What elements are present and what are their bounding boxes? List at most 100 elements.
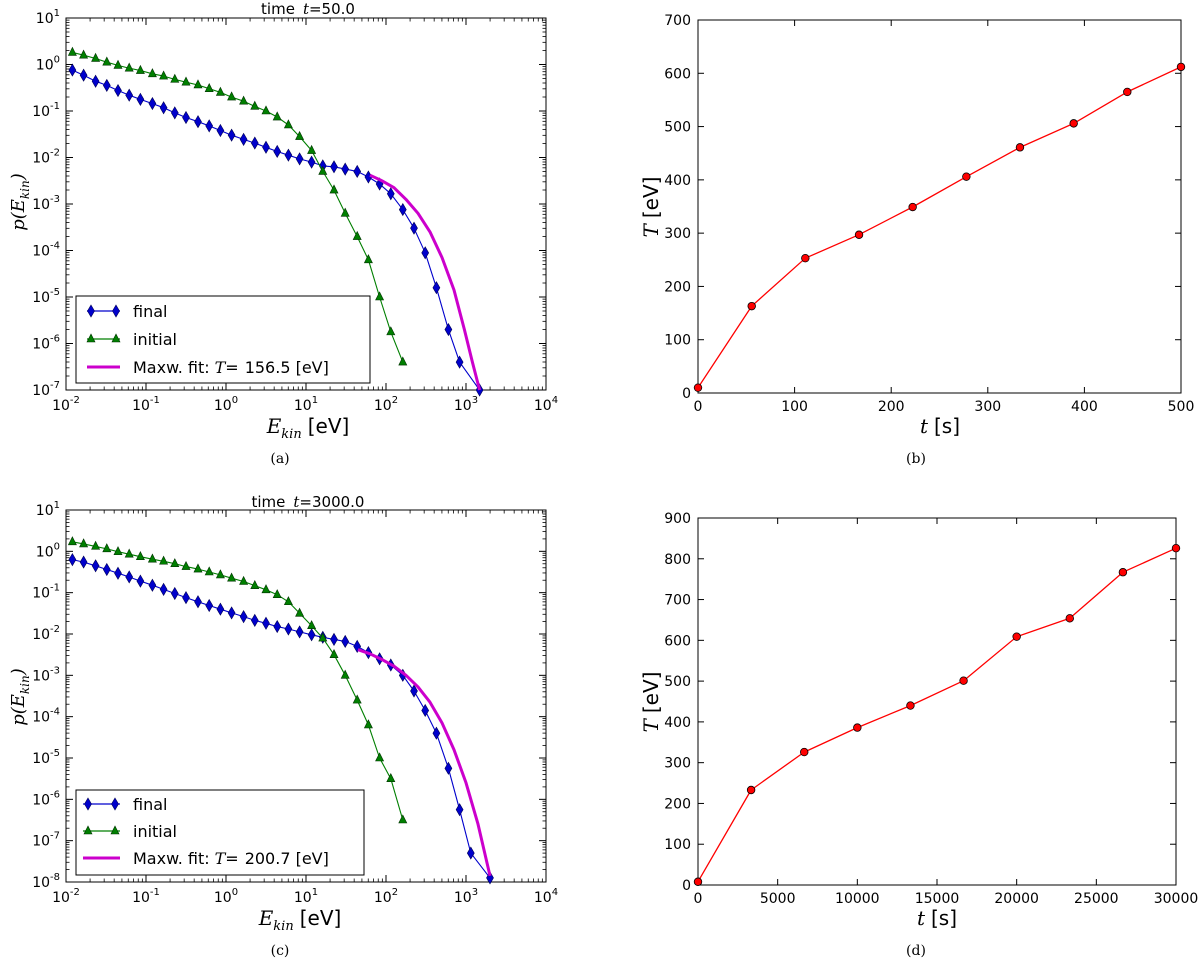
panel-c-legend-fit-eq: = bbox=[225, 849, 238, 868]
panel-b-ytick-label: 500 bbox=[664, 120, 691, 136]
panel-a-initial-marker bbox=[318, 165, 328, 175]
panel-c-ytick-label: 10-8 bbox=[32, 872, 60, 891]
panel-a-initial-marker bbox=[170, 73, 180, 83]
panel-a-ytick-label: 100 bbox=[36, 55, 60, 74]
panel-c-ylabel-close: ) bbox=[8, 668, 29, 676]
panel-a-xlabel-var: E bbox=[266, 414, 282, 438]
panel-a-final-marker bbox=[194, 115, 202, 129]
panel-c-title-value: =3000.0 bbox=[299, 493, 364, 511]
panel-a-final-marker bbox=[79, 68, 88, 82]
panel-c-initial-marker bbox=[272, 589, 282, 599]
panel-c-ytick-label: 101 bbox=[36, 500, 60, 519]
panel-c-ytick-label: 10-3 bbox=[32, 665, 60, 684]
panel-a-initial-marker bbox=[375, 291, 385, 301]
panel-a-initial-marker bbox=[147, 68, 157, 78]
panel-c-final-marker bbox=[341, 634, 350, 649]
panel-c-xtick-label: 101 bbox=[294, 887, 318, 906]
panel-a-title-var: t bbox=[303, 0, 310, 18]
panel-a-ytick-label: 10-6 bbox=[32, 334, 60, 353]
panel-a-final-marker bbox=[455, 355, 464, 369]
panel-a-xtick-label: 100 bbox=[214, 395, 238, 414]
panel-a-final-marker bbox=[330, 160, 338, 174]
panel-a-legend-fit-value: 156.5 [eV] bbox=[245, 358, 329, 377]
panel-c-ylabel: p(Ekin) bbox=[8, 668, 32, 726]
panel-a-legend-fit-prefix: Maxw. fit: bbox=[133, 358, 210, 377]
panel-c-final-marker bbox=[273, 619, 282, 634]
panel-a-initial-marker bbox=[135, 64, 145, 74]
panel-a-initial-marker bbox=[102, 56, 112, 66]
panel-c-final-marker bbox=[410, 684, 418, 698]
panel-a-final-marker bbox=[273, 144, 282, 159]
panel-c-initial-marker bbox=[329, 648, 339, 658]
panel-a-legend-final-marker bbox=[87, 304, 95, 318]
panel-b-xtick-label: 0 bbox=[694, 399, 703, 415]
panel-c-final-marker bbox=[455, 803, 464, 817]
panel-c-initial-marker bbox=[295, 607, 305, 617]
panel-b-data-point bbox=[747, 301, 756, 311]
panel-b: 0 100 200 300 400 500 0 100 200 300 400 500 600 700 t… bbox=[639, 13, 1194, 467]
panel-c-initial-marker bbox=[352, 694, 362, 704]
panel-a-xlabel: Ekin [eV] bbox=[266, 414, 350, 442]
panel-c-final-marker bbox=[432, 726, 441, 740]
panel-c-legend-fit-value: 200.7 [eV] bbox=[245, 849, 329, 868]
panel-a-initial-marker bbox=[124, 62, 134, 72]
panel-a-legend-final-label: final bbox=[133, 302, 167, 321]
panel-d-xlabel-var: t bbox=[917, 906, 926, 930]
panel-c-initial-marker bbox=[227, 572, 237, 582]
panel-c-legend-final-label: final bbox=[133, 795, 167, 814]
panel-a-final-marker bbox=[386, 187, 395, 201]
panel-c-final-marker bbox=[421, 703, 430, 718]
panel-d-data-point bbox=[693, 877, 703, 886]
panel-c-final-marker bbox=[227, 606, 236, 620]
panel-c-initial-marker bbox=[113, 546, 123, 556]
panel-a-final-marker bbox=[205, 119, 214, 133]
panel-a-initial-marker bbox=[215, 86, 225, 96]
panel-a-initial-marker bbox=[79, 49, 89, 59]
panel-a-xtick-label: 10-2 bbox=[52, 395, 80, 414]
panel-a-initial-marker bbox=[386, 326, 396, 336]
panel-c-initial-marker bbox=[398, 814, 408, 824]
panel-c-final-marker bbox=[307, 628, 316, 642]
panel-b-data-point bbox=[1176, 62, 1186, 72]
panel-a-initial-marker bbox=[340, 207, 350, 217]
panel-c-xlabel-var: E bbox=[258, 906, 274, 930]
panel-d-xtick-label: 0 bbox=[694, 891, 703, 907]
panel-a-ylabel-close: ) bbox=[8, 173, 29, 181]
panel-c-initial-marker bbox=[283, 596, 293, 606]
panel-a-final-marker bbox=[91, 74, 100, 88]
panel-d-plotlayer: 0 5000 10000 15000 20000 25000 30000 0 100 200 300… bbox=[664, 511, 1198, 907]
panel-a-ytick-label: 10-2 bbox=[32, 148, 60, 167]
panel-c-final-marker bbox=[79, 555, 88, 569]
panel-d-ytick-label: 200 bbox=[664, 796, 691, 812]
panel-c-final-marker bbox=[170, 586, 179, 601]
panel-b-xtick-label: 300 bbox=[974, 399, 1001, 415]
panel-a-final-marker bbox=[284, 148, 293, 162]
panel-a-final-marker bbox=[114, 83, 122, 98]
panel-c-initial-marker bbox=[318, 632, 328, 642]
panel-d-data-point bbox=[800, 747, 809, 757]
panel-a-legend-initial-marker bbox=[86, 333, 96, 343]
panel-b-ytick-label: 100 bbox=[664, 333, 691, 349]
panel-c-ytick-label: 10-7 bbox=[32, 831, 60, 850]
panel-c-title: time t=3000.0 bbox=[252, 493, 365, 511]
panel-c-ytick-label: 10-5 bbox=[32, 748, 60, 767]
panel-a-ytick-label: 10-1 bbox=[32, 101, 60, 120]
panel-b-data-point bbox=[693, 383, 703, 392]
panel-c-final-marker bbox=[159, 582, 168, 596]
panel-c-final-marker bbox=[250, 613, 259, 627]
panel-a-initial-marker bbox=[352, 230, 362, 240]
panel-b-ytick-label: 600 bbox=[664, 66, 691, 82]
panel-a-legend-fit-var: T bbox=[215, 358, 227, 377]
panel-b-xlabel: t [s] bbox=[920, 414, 960, 438]
panel-c-xlabel-sub: kin bbox=[273, 919, 293, 934]
panel-c-initial-marker bbox=[363, 719, 373, 729]
panel-c-initial-marker bbox=[193, 563, 203, 573]
panel-c-final-marker bbox=[466, 846, 475, 860]
panel-a-final-marker bbox=[307, 155, 316, 169]
panel-a-legend-fit-eq: = bbox=[225, 358, 238, 377]
panel-a-ytick-label: 10-3 bbox=[32, 194, 60, 213]
panel-c-initial-marker bbox=[239, 575, 249, 585]
panel-c-ytick-label: 10-6 bbox=[32, 789, 60, 808]
panel-c-initial-marker bbox=[386, 772, 396, 782]
panel-a-final-marker bbox=[216, 123, 225, 138]
